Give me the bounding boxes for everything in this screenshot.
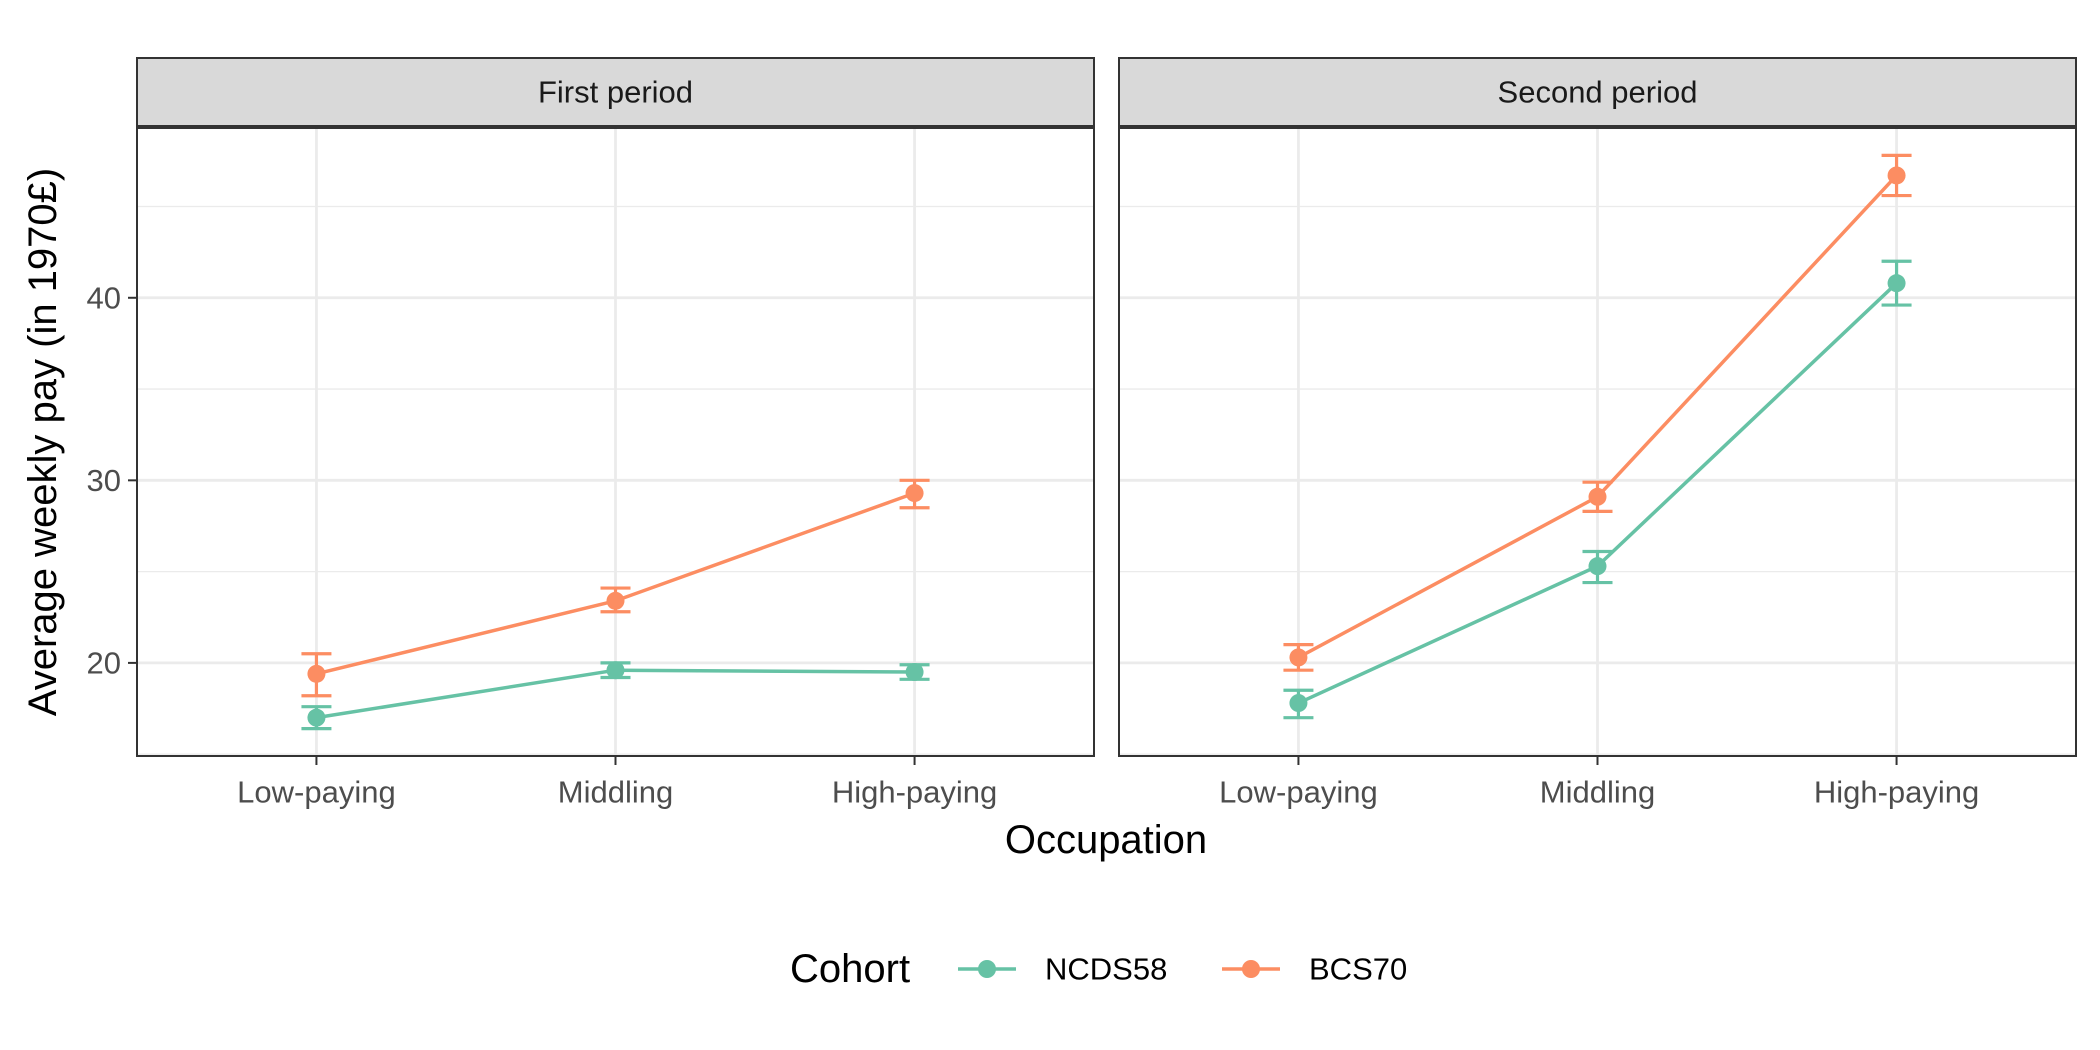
data-point [1588,557,1607,576]
y-axis-title: Average weekly pay (in 1970£) [21,168,65,716]
data-point [307,708,326,727]
x-tick-label: Low-paying [237,775,396,810]
data-point [1588,487,1607,506]
x-tick-label: Low-paying [1219,775,1378,810]
facet-strip [1118,57,2077,127]
legend-label: BCS70 [1309,952,1407,987]
data-point [307,664,326,683]
data-point [1887,166,1906,185]
panel-2: Second period Low-paying Middling High-payi… [1118,57,2077,810]
x-tick-label: Middling [1540,775,1655,810]
x-tick-label: High-paying [832,775,997,810]
panel-1: First period Low-paying Middling High-payin… [87,57,1095,810]
legend-item-bcs70: BCS70 [1222,952,1407,987]
data-point [606,591,625,610]
data-point [1887,274,1906,293]
facet-title: First period [538,75,693,110]
y-tick-label: 30 [87,463,121,498]
legend-key-point [978,960,996,978]
legend-item-ncds58: NCDS58 [958,952,1167,987]
data-point [1289,694,1308,713]
y-tick-label: 20 [87,645,121,680]
y-tick-label: 40 [87,280,121,315]
data-point [1289,648,1308,667]
series-ncds58 [1283,259,1912,720]
x-axis-title: Occupation [1005,818,1207,862]
facet-strip [136,57,1095,127]
facet-panels: First period Low-paying Middling High-payin… [87,57,2077,810]
series-ncds58 [301,661,930,731]
legend-label: NCDS58 [1045,952,1167,987]
legend-title: Cohort [790,947,910,991]
facet-title: Second period [1498,75,1698,110]
x-tick-label: Middling [558,775,673,810]
x-tick-label: High-paying [1814,775,1979,810]
data-point [905,663,924,682]
legend: Cohort NCDS58 BCS70 [790,947,1407,991]
data-point [606,661,625,680]
data-point [905,484,924,503]
series-bcs70 [1283,153,1912,672]
legend-key-point [1242,960,1260,978]
series-bcs70 [301,478,930,698]
